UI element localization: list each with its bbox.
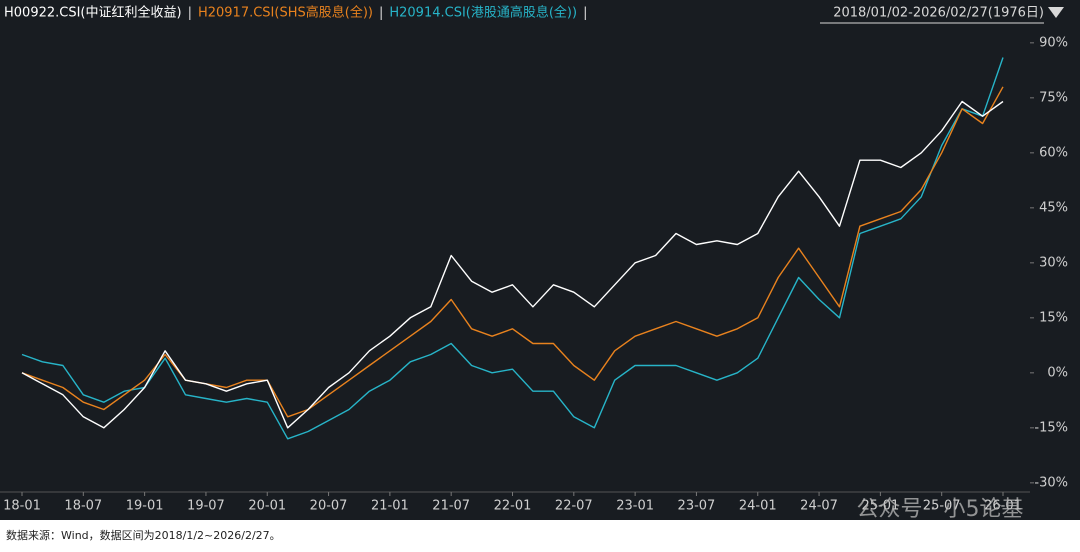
y-tick-label: -15% bbox=[1034, 420, 1068, 435]
x-tick-label: 24-01 bbox=[739, 499, 777, 514]
x-tick-label: 19-07 bbox=[187, 499, 225, 514]
legend-separator: | bbox=[188, 6, 192, 21]
y-tick-label: 75% bbox=[1039, 90, 1068, 105]
footer-note: 数据来源：Wind，数据区间为2018/1/2~2026/2/27。 bbox=[6, 528, 281, 542]
x-tick-label: 23-01 bbox=[616, 499, 654, 514]
x-tick-label: 22-07 bbox=[555, 499, 593, 514]
series-line bbox=[21, 57, 1004, 440]
legend-separator: | bbox=[379, 6, 383, 21]
x-tick-label: 25-01 bbox=[861, 499, 899, 514]
x-tick-label: 18-01 bbox=[3, 499, 41, 514]
x-tick-label: 20-01 bbox=[248, 499, 286, 514]
x-tick-label: 19-01 bbox=[126, 499, 164, 514]
x-tick-label: 18-07 bbox=[64, 499, 102, 514]
legend-separator: | bbox=[583, 6, 587, 21]
x-tick-label: 21-01 bbox=[371, 499, 409, 514]
watermark: 公众号 · 小5论基 bbox=[857, 497, 1024, 522]
legend-entry: H00922.CSI(中证红利全收益) bbox=[4, 5, 182, 21]
date-range: 2018/01/02-2026/02/27(1976日) bbox=[833, 6, 1044, 21]
y-tick-label: -30% bbox=[1034, 475, 1068, 490]
y-tick-label: 45% bbox=[1039, 200, 1068, 215]
x-tick-label: 21-07 bbox=[432, 499, 470, 514]
series-line bbox=[21, 100, 1004, 429]
y-tick-label: 15% bbox=[1039, 310, 1068, 325]
legend-entry: H20914.CSI(港股通高股息(全)) bbox=[389, 5, 577, 21]
dropdown-arrow[interactable] bbox=[1048, 7, 1064, 18]
x-tick-label: 26-01 bbox=[984, 499, 1022, 514]
x-tick-label: 24-07 bbox=[800, 499, 838, 514]
y-tick-label: 0% bbox=[1047, 365, 1068, 380]
legend-entry: H20917.CSI(SHS高股息(全)) bbox=[198, 5, 373, 21]
x-tick-label: 20-07 bbox=[310, 499, 348, 514]
x-tick-label: 22-01 bbox=[494, 499, 532, 514]
x-tick-label: 23-07 bbox=[678, 499, 716, 514]
y-tick-label: 60% bbox=[1039, 145, 1068, 160]
y-tick-label: 30% bbox=[1039, 255, 1068, 270]
x-tick-label: 25-07 bbox=[923, 499, 961, 514]
y-tick-label: 90% bbox=[1039, 35, 1068, 50]
chart-background bbox=[0, 0, 1080, 520]
